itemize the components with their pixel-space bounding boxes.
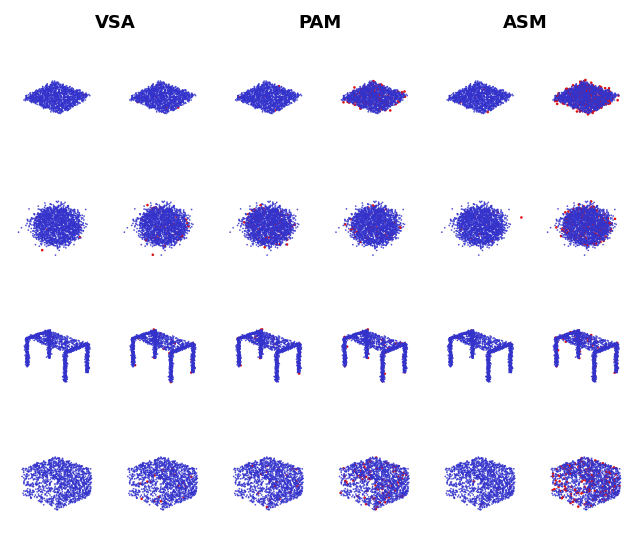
Text: ASM: ASM xyxy=(502,14,547,32)
Text: VSA: VSA xyxy=(95,14,136,32)
Text: PAM: PAM xyxy=(298,14,342,32)
